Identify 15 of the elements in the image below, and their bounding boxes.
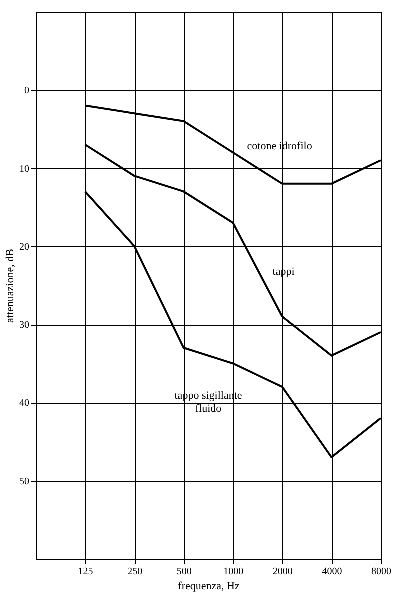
x-tick-label: 500 <box>176 566 192 578</box>
x-tick-label: 2000 <box>272 566 293 578</box>
y-tick-label: 30 <box>20 320 30 332</box>
y-tick-label: 50 <box>20 476 30 488</box>
x-tick-label: 4000 <box>322 566 342 578</box>
y-axis-title: attenuazione, dB <box>4 249 16 323</box>
x-tick-label: 250 <box>128 566 143 578</box>
x-tick-label: 1000 <box>224 566 244 578</box>
y-tick-label: 10 <box>20 164 30 175</box>
x-tick-label: 8000 <box>372 566 392 578</box>
y-tick-label: 0 <box>24 86 30 97</box>
x-tick-label: 125 <box>78 566 94 578</box>
y-tick-label: 20 <box>20 242 30 253</box>
x-axis-title: frequenza, Hz <box>178 580 240 592</box>
y-tick-label: 40 <box>20 398 30 410</box>
